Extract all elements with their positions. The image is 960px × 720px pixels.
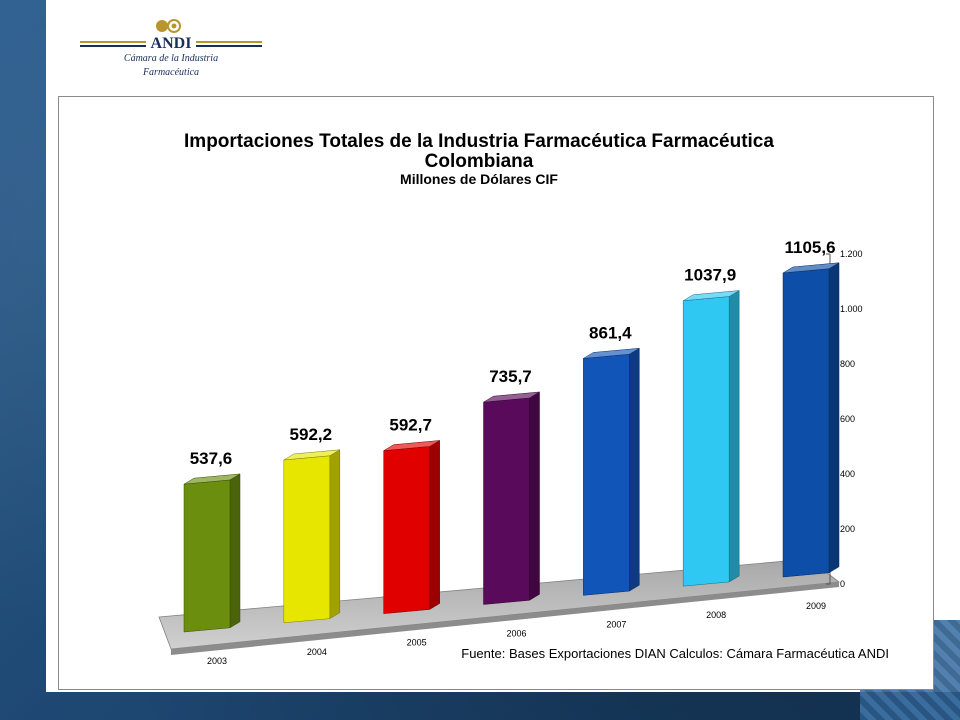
data-label-2006: 735,7 — [489, 367, 532, 386]
category-labels: 2003 2004 2005 2006 2007 2008 2009 — [207, 601, 826, 666]
category-label-2005: 2005 — [407, 638, 427, 648]
y-tick-label: 200 — [840, 524, 855, 534]
chart-frame: Importaciones Totales de la Industria Fa… — [58, 96, 934, 690]
category-label-2008: 2008 — [706, 610, 726, 620]
y-tick-label: 600 — [840, 414, 855, 424]
y-tick-label: 800 — [840, 359, 855, 369]
source-note: Fuente: Bases Exportaciones DIAN Calculo… — [461, 646, 889, 661]
floor-edge — [171, 582, 839, 655]
bar-side — [728, 290, 740, 583]
bar-2008 — [682, 290, 740, 587]
y-tick-label: 400 — [840, 469, 855, 479]
bar-front — [483, 397, 530, 605]
data-label-2004: 592,2 — [290, 425, 333, 444]
bar-side — [229, 473, 241, 629]
logo-caption-line1: Cámara de la Industria — [123, 53, 219, 64]
bar-top — [383, 440, 440, 451]
data-label-2005: 592,7 — [389, 416, 432, 435]
bar-2009 — [782, 262, 840, 578]
data-label-2007: 861,4 — [589, 323, 632, 342]
y-tick-label: 0 — [840, 579, 845, 589]
bar-2006 — [483, 391, 540, 605]
bar-side — [429, 440, 440, 610]
bar-front — [782, 268, 830, 578]
chart-title-line2: Colombiana — [425, 151, 534, 172]
bar-front — [383, 446, 430, 614]
andi-logo-mark: ANDI — [80, 19, 262, 52]
bar-side — [629, 347, 640, 592]
bar-2007 — [583, 347, 640, 596]
chart-subtitle: Millones de Dólares CIF — [400, 171, 558, 187]
category-label-2003: 2003 — [207, 656, 227, 666]
logo-brand-text: ANDI — [151, 35, 192, 52]
bar-chart: Importaciones Totales de la Industria Fa… — [158, 131, 889, 666]
y-tick-label: 1.200 — [840, 249, 863, 259]
category-label-2007: 2007 — [606, 619, 626, 629]
data-label-2003: 537,6 — [190, 449, 233, 468]
bar-side — [329, 449, 341, 620]
data-label-2008: 1037,9 — [684, 266, 736, 285]
bar-2004 — [283, 449, 341, 624]
chart-title-line1: Importaciones Totales de la Industria Fa… — [184, 131, 774, 152]
bar-front — [583, 353, 630, 596]
bar-front — [183, 479, 231, 633]
bar-top — [283, 449, 340, 461]
bar-top — [483, 391, 540, 403]
data-labels: 537,6 592,2 592,7 735,7 861,4 1037,9 1105,6 — [190, 238, 836, 468]
bar-side — [828, 262, 840, 574]
bar-front — [283, 455, 331, 624]
category-label-2009: 2009 — [806, 601, 826, 611]
andi-logo: ANDI Cámara de la Industria Farmacéutica — [80, 14, 262, 84]
bar-top — [583, 347, 640, 359]
logo-caption-line2: Farmacéutica — [142, 67, 200, 78]
category-label-2006: 2006 — [506, 629, 526, 639]
bar-top — [782, 262, 840, 274]
bar-top — [683, 290, 740, 301]
bar-2005 — [383, 440, 440, 614]
data-label-2009: 1105,6 — [784, 238, 835, 257]
y-tick-label: 1.000 — [840, 304, 863, 314]
category-label-2004: 2004 — [307, 647, 327, 657]
bars — [183, 262, 840, 633]
bar-top — [183, 473, 241, 485]
bar-2003 — [183, 473, 241, 633]
bar-front — [682, 296, 730, 587]
bar-side — [529, 391, 540, 601]
